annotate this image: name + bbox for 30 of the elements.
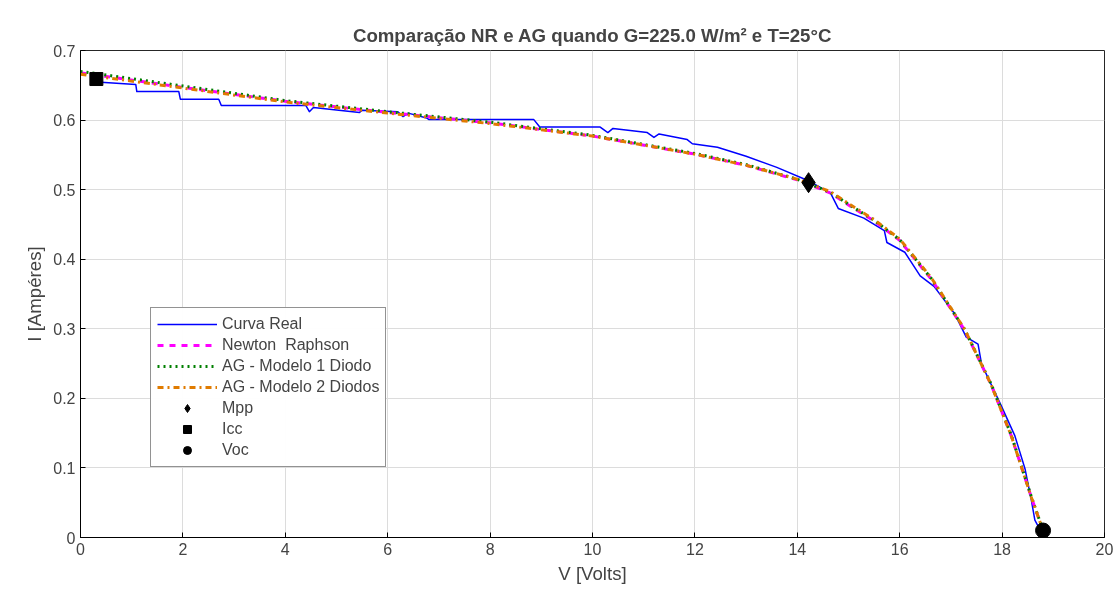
legend-label: AG - Modelo 1 Diodo xyxy=(222,357,372,375)
x-tick-label: 4 xyxy=(280,540,290,558)
x-tick-label: 14 xyxy=(788,540,807,558)
x-tick-label: 18 xyxy=(993,540,1012,558)
y-tick-label: 0.2 xyxy=(53,390,76,408)
x-tick-label: 16 xyxy=(890,540,909,558)
chart-title: Comparação NR e AG quando G=225.0 W/m² e T=25°C xyxy=(352,24,832,46)
legend-label: AG - Modelo 2 Diodos xyxy=(222,378,380,396)
y-tick-label: 0.4 xyxy=(53,251,76,269)
x-tick-label: 10 xyxy=(583,540,602,558)
x-tick-label: 20 xyxy=(1095,540,1114,558)
point xyxy=(89,72,104,87)
x-tick-label: 12 xyxy=(686,540,704,558)
y-tick-label: 0.7 xyxy=(53,42,76,60)
point xyxy=(1035,522,1052,538)
legend-label: Icc xyxy=(222,420,243,438)
x-tick-label: 8 xyxy=(485,540,495,558)
legend-label: Newton Raphson xyxy=(222,336,350,354)
legend-label: Mpp xyxy=(222,399,254,417)
legend-label: Curva Real xyxy=(222,315,303,333)
y-tick-label: 0.5 xyxy=(53,181,76,199)
y-tick-label: 0.1 xyxy=(53,459,76,477)
y-tick-label: 0 xyxy=(66,529,76,547)
x-axis-title: V [Volts] xyxy=(558,562,627,584)
y-tick-label: 0.6 xyxy=(53,112,76,130)
x-tick-label: 6 xyxy=(383,540,393,558)
x-tick-label: 2 xyxy=(178,540,188,558)
y-axis-title: I [Ampéres] xyxy=(24,246,46,342)
legend-label: Voc xyxy=(222,441,249,459)
y-tick-label: 0.3 xyxy=(53,320,76,338)
